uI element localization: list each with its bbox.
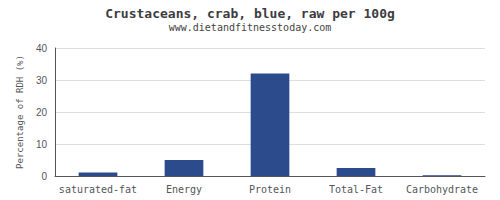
svg-text:www.dietandfitnesstoday.com: www.dietandfitnesstoday.com — [169, 22, 332, 33]
svg-text:30: 30 — [36, 75, 48, 86]
svg-text:20: 20 — [36, 107, 48, 118]
svg-text:saturated-fat: saturated-fat — [59, 184, 137, 195]
svg-text:10: 10 — [36, 139, 48, 150]
svg-text:Percentage of RDH (%): Percentage of RDH (%) — [15, 55, 25, 169]
svg-text:40: 40 — [36, 43, 48, 54]
svg-text:0: 0 — [41, 171, 47, 182]
svg-text:Energy: Energy — [166, 184, 202, 195]
svg-text:Total-Fat: Total-Fat — [329, 184, 383, 195]
svg-text:Crustaceans, crab, blue, raw p: Crustaceans, crab, blue, raw per 100g — [105, 6, 395, 21]
svg-text:Protein: Protein — [249, 184, 291, 195]
svg-text:Carbohydrate: Carbohydrate — [406, 184, 478, 195]
